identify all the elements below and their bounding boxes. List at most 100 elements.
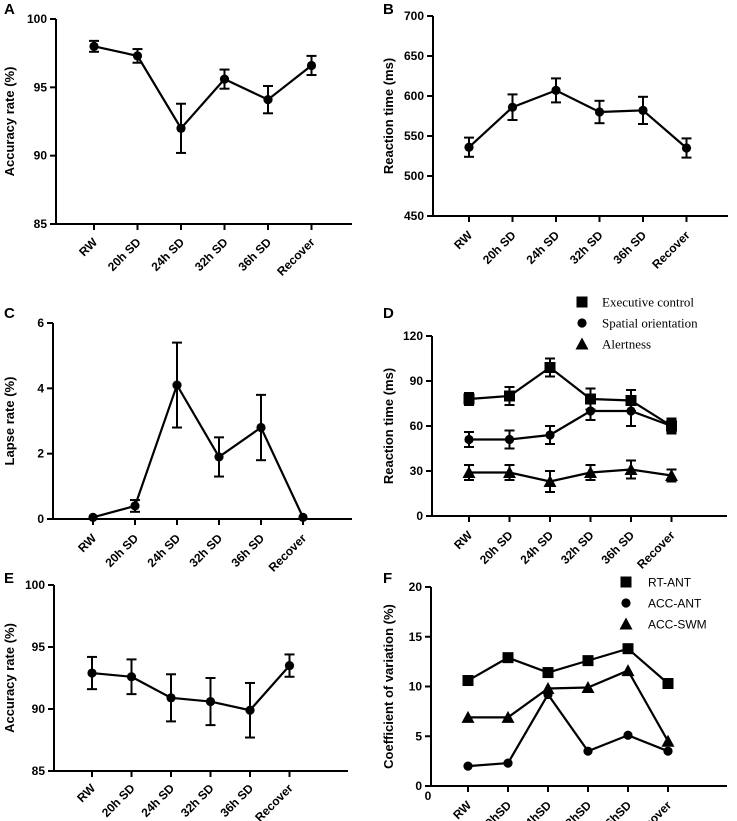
chart-panel-e: E 85 90 95 100 RW 20h SD 24h SD 32h SD 36h SDReco…: [2, 570, 348, 821]
data-point: [284, 661, 295, 671]
data-point: [176, 123, 186, 133]
series-accuracy-rate: [87, 653, 295, 739]
y-tick-label: 0: [415, 779, 422, 793]
y-tick-label: 90: [34, 149, 48, 163]
panel-label: F: [383, 570, 392, 587]
series-acc-swm: [461, 664, 675, 747]
y-tick-label: 10: [409, 680, 423, 694]
series-alertness: [462, 459, 678, 493]
legend-label: ACC-SWM: [648, 618, 707, 632]
data-point: [214, 452, 224, 462]
y-axis-title: Reaction time (ms): [381, 58, 396, 174]
y-axis-title: Lapse rate (%): [2, 377, 17, 466]
data-point: [502, 652, 514, 664]
chart-panel-a: A 85 90 95 100 RW 20h SD 24h SD 32h SD 36h SD Reco…: [2, 1, 352, 279]
x-tick-label: 20h SD: [102, 531, 141, 570]
series-reaction-time: [464, 77, 692, 159]
series-line: [467, 647, 669, 685]
legend: RT-ANT ACC-ANT ACC-SWM: [619, 576, 707, 632]
y-tick-label: 95: [32, 640, 46, 654]
chart-panel-b: B 450 500 550 600 650 700 RW 20h SD 24h SD 32h SD 3…: [381, 1, 728, 272]
y-tick-label: 85: [32, 764, 46, 778]
x-tick-label: 32h SD: [186, 531, 225, 570]
data-point: [545, 430, 555, 440]
y-tick-label: 600: [404, 89, 424, 103]
panel-label: C: [4, 305, 15, 322]
y-axis-title: Reaction time (ms): [381, 368, 396, 484]
data-point: [464, 434, 474, 445]
y-tick-label: 90: [32, 702, 46, 716]
data-point: [461, 710, 475, 723]
series-rt-ant: [462, 643, 674, 690]
data-point: [544, 362, 556, 373]
y-tick-label: 450: [404, 209, 424, 223]
legend-label: Spatial orientation: [602, 316, 698, 331]
data-point: [507, 102, 518, 112]
legend-label: ACC-ANT: [648, 597, 702, 611]
x-tick-label: RW: [74, 781, 98, 805]
legend-label: RT-ANT: [648, 576, 692, 590]
data-point: [584, 466, 597, 478]
panel-label: D: [383, 305, 394, 322]
series-line: [469, 468, 672, 483]
series-accuracy-rate: [89, 39, 317, 154]
legend: Executive control Spatial orientation Aler…: [575, 295, 698, 352]
y-tick-label: 2: [37, 447, 44, 461]
series-line: [93, 45, 313, 131]
x-tick-label: 20h SD: [477, 528, 516, 567]
y-tick-label: 30: [410, 464, 424, 478]
legend-symbol: [577, 318, 587, 328]
y-tick-label: 20: [409, 580, 423, 594]
legend-symbol: [576, 296, 588, 308]
y-tick-label: 95: [34, 80, 48, 94]
data-point: [463, 761, 473, 771]
data-point: [503, 466, 516, 478]
series-lapse-rate: [88, 341, 308, 522]
series-line: [467, 692, 669, 768]
y-tick-label: 85: [34, 217, 48, 231]
x-tick-label: Recover: [649, 228, 693, 272]
x-tick-label: Recover: [634, 528, 678, 572]
x-tick-label: 24hSD: [518, 798, 555, 821]
x-tick-label: RW: [76, 235, 100, 259]
x-tick-label: 24h SD: [517, 528, 556, 567]
x-tick-label: 20hSD: [478, 798, 515, 821]
x-tick-label: 32h SD: [178, 781, 217, 820]
y-tick-label: 90: [410, 374, 424, 388]
x-tick-label: 36h SD: [598, 528, 637, 567]
data-point: [463, 393, 475, 405]
data-point: [542, 667, 554, 679]
data-point: [624, 463, 638, 475]
x-tick-label: Recover: [252, 781, 296, 821]
data-point: [219, 74, 230, 84]
data-point: [663, 746, 673, 756]
data-point: [665, 469, 678, 481]
y-axis-title: Accuracy rate (%): [2, 67, 17, 177]
data-point: [662, 678, 674, 690]
data-point: [666, 421, 677, 431]
y-tick-label: 60: [410, 419, 424, 433]
data-point: [543, 475, 557, 487]
data-point: [87, 668, 97, 678]
data-point: [582, 655, 594, 667]
data-point: [126, 672, 137, 682]
data-point: [638, 105, 648, 115]
y-tick-label: 6: [37, 316, 44, 330]
series-spatial-orientation: [464, 395, 677, 450]
series-line: [468, 89, 688, 149]
data-point: [205, 696, 216, 707]
data-point: [541, 681, 555, 694]
data-point: [623, 730, 633, 740]
x-tick-label: 20h SD: [99, 781, 138, 820]
x-tick-label: 32hSD: [558, 798, 595, 821]
data-point: [504, 390, 515, 402]
data-point: [298, 512, 308, 522]
y-tick-label: 120: [403, 329, 423, 343]
y-tick-label: 5: [415, 729, 422, 743]
data-point: [245, 705, 255, 715]
x-tick-label: 36h SD: [610, 228, 649, 267]
data-point: [130, 501, 140, 511]
x-tick-label: 36h SD: [228, 531, 267, 570]
series-line: [469, 409, 672, 441]
